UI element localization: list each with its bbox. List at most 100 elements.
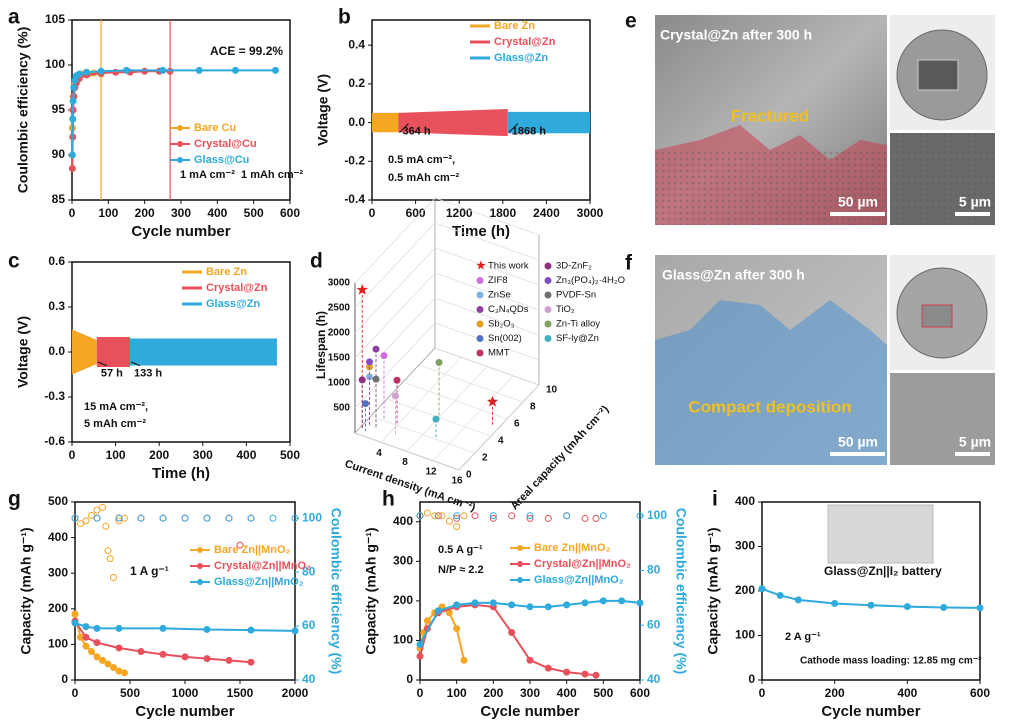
grid-line: [354, 197, 436, 284]
data-point: [416, 652, 424, 660]
data-point: [581, 599, 589, 607]
sem-inset-texture: [890, 133, 995, 225]
data-point: [392, 392, 399, 400]
y-tick-label: 85: [52, 192, 66, 206]
data-point: [195, 66, 203, 74]
x-tick-label: 600: [280, 206, 300, 220]
data-point: [372, 345, 380, 353]
data-point: [776, 591, 784, 599]
scale-label: 5 µm: [959, 194, 991, 210]
data-point: [247, 514, 255, 522]
data-point: [104, 660, 112, 668]
legend-marker: [517, 561, 523, 567]
data-point: [903, 603, 911, 611]
annotation: 1 A g⁻¹: [130, 564, 169, 578]
data-point: [115, 514, 123, 522]
voltage-band: [72, 329, 97, 375]
y-tick-label: 10: [546, 385, 558, 396]
legend-label: Sb₂O₃: [488, 319, 515, 330]
scale-bar: [830, 212, 885, 216]
data-point: [372, 375, 380, 383]
data-point: [867, 601, 875, 609]
x-tick-label: 1500: [227, 686, 254, 700]
y2-tick-label: 60: [647, 617, 661, 631]
annotation: 1 mA cm⁻² 1 mAh cm⁻²: [180, 169, 303, 181]
data-point: [453, 523, 461, 531]
x-tick-label: 200: [135, 206, 155, 220]
data-point: [82, 642, 90, 650]
y-tick-label: 300: [393, 554, 413, 568]
scale-label: 50 µm: [838, 434, 878, 450]
voltage-band: [372, 112, 399, 133]
plot-frame: [371, 19, 591, 201]
x-tick-label: 12: [425, 466, 437, 477]
x-tick-label: 1000: [172, 686, 199, 700]
data-point: [563, 512, 571, 520]
voltage-band: [96, 337, 130, 367]
data-point: [581, 670, 589, 678]
data-point: [380, 352, 388, 360]
legend-marker: [476, 320, 484, 328]
panel-letter: d: [310, 250, 323, 273]
sem-inset: [890, 373, 995, 465]
data-point: [526, 514, 534, 522]
panel-letter: g: [8, 488, 21, 511]
legend-label: Crystal@Zn: [206, 282, 268, 294]
y-tick-label: 0: [466, 470, 472, 481]
y-axis-title: Coulombic efficiency (%): [15, 27, 31, 193]
z-tick-label: 500: [333, 403, 350, 414]
y-tick-label: 4: [498, 436, 504, 447]
plot-frame: [419, 501, 641, 681]
grid-line: [354, 222, 436, 309]
series-line: [74, 620, 252, 664]
data-point: [544, 514, 552, 522]
data-point: [97, 67, 105, 75]
legend-marker: [544, 262, 552, 270]
data-point: [460, 512, 468, 520]
grid-line: [354, 247, 436, 334]
legend-label: PVDF-Sn: [556, 290, 596, 301]
grid-line: [354, 297, 436, 384]
x-tick-label: 16: [451, 476, 463, 487]
legend-marker: [517, 577, 523, 583]
legend-marker: [177, 125, 183, 131]
data-point: [71, 514, 79, 522]
x-tick-label: 200: [825, 686, 845, 700]
legend-label: Bare Zn||MnO₂: [214, 544, 291, 556]
data-point: [159, 66, 167, 74]
legend-marker: [544, 277, 552, 284]
deposition-overlay: [655, 300, 887, 465]
legend-marker: [476, 291, 484, 299]
data-point: [434, 607, 442, 615]
panel-letter: e: [625, 10, 637, 33]
data-point: [393, 376, 401, 384]
legend-label: Bare Zn||MnO₂: [534, 542, 611, 554]
legend-label: C₃N₄QDs: [488, 304, 529, 315]
x-tick-label: 1200: [446, 206, 473, 220]
x-tick-label: 400: [207, 206, 227, 220]
panel-letter: i: [712, 488, 718, 511]
legend-label: Glass@Zn||MnO₂: [214, 576, 304, 588]
x-tick-label: 400: [557, 686, 577, 700]
x-tick-label: 400: [236, 448, 256, 462]
legend-label: Bare Zn: [206, 266, 247, 278]
y-tick-label: 0: [406, 672, 413, 686]
y-axis-title: Capacity (mAh g⁻¹): [18, 527, 34, 654]
grid-line: [434, 322, 540, 361]
data-point: [203, 625, 211, 633]
data-point: [508, 512, 516, 520]
data-point: [159, 650, 167, 658]
data-point: [599, 512, 607, 520]
grid-line: [434, 247, 540, 286]
z-tick-label: 2500: [328, 303, 351, 314]
legend-label: MMT: [488, 348, 510, 359]
y-tick-label: 100: [735, 628, 755, 642]
data-point: [453, 512, 461, 520]
data-point: [102, 522, 110, 530]
x-tick-label: 200: [483, 686, 503, 700]
x-axis-title: Cycle number: [135, 703, 234, 720]
data-point: [82, 623, 90, 631]
legend-marker: [544, 306, 552, 313]
x-axis-title: Time (h): [152, 465, 210, 482]
annotation: 0.5 mA cm⁻²,: [388, 154, 455, 166]
